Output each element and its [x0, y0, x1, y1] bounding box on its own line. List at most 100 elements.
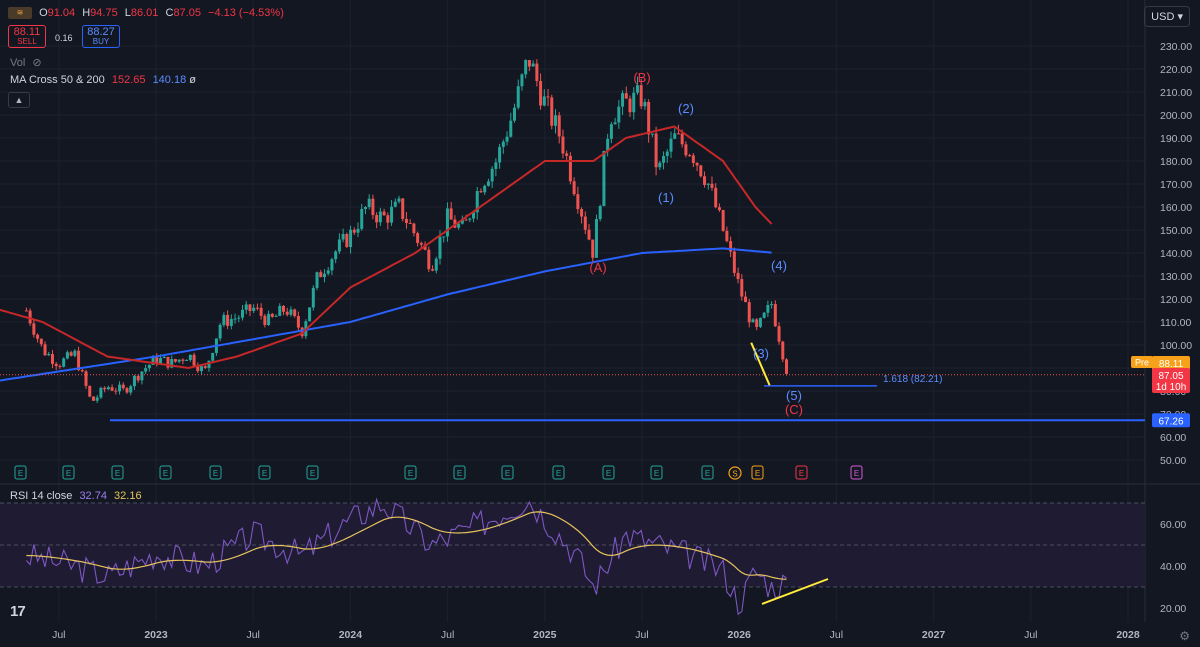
volume-label: Vol — [10, 57, 26, 69]
candle-body — [408, 222, 412, 224]
earnings-marker — [850, 465, 863, 480]
time-tick-label: 2028 — [1116, 629, 1140, 641]
candle-body — [173, 359, 177, 362]
close-label: C — [165, 7, 174, 19]
low-value: 86.01 — [130, 7, 159, 19]
candle-body — [88, 385, 92, 397]
candle-body — [457, 223, 461, 228]
earnings-marker — [258, 465, 271, 480]
current-price-tag-text: 1d 10h — [1156, 382, 1187, 393]
rsi-ma-value: 32.16 — [114, 490, 142, 502]
candle-body — [431, 269, 435, 271]
earnings-marker — [795, 465, 808, 480]
candle-body — [732, 251, 736, 273]
candle-body — [684, 144, 688, 156]
candle-body — [226, 314, 230, 326]
candle-body — [669, 138, 673, 152]
candle-body — [397, 198, 401, 202]
eye-hidden-icon[interactable]: ⊘ — [32, 57, 42, 69]
candle-body — [114, 390, 118, 392]
candle-body — [639, 85, 643, 107]
candle-body — [345, 233, 349, 248]
chevron-up-icon: ▲ — [14, 95, 24, 105]
collapse-legend-button[interactable]: ▲ — [8, 92, 30, 108]
dividend-marker — [728, 466, 742, 480]
candle-body — [267, 313, 271, 326]
ohlc-legend: ≋ O91.04 H94.75 L86.01 C87.05 −4.13 (−4.… — [8, 7, 284, 20]
pre-tag-label: Pre — [1135, 358, 1149, 368]
close-value: 87.05 — [173, 7, 201, 19]
time-tick-label: 2025 — [533, 629, 557, 641]
candle-body — [263, 315, 267, 326]
candle-body — [91, 396, 95, 401]
candle-body — [501, 141, 505, 147]
sell-button[interactable]: 88.11 SELL — [8, 25, 46, 48]
volume-legend[interactable]: Vol ⊘ — [10, 56, 42, 69]
wave-label: (4) — [771, 258, 787, 273]
candle-body — [393, 201, 397, 207]
candle-body — [688, 155, 692, 157]
candle-body — [252, 307, 256, 311]
candle-body — [248, 304, 252, 311]
earnings-marker — [453, 465, 466, 480]
buy-button[interactable]: 88.27 BUY — [82, 25, 120, 48]
time-tick-label: 2023 — [144, 629, 168, 641]
support-price-tag-bg — [1152, 413, 1190, 428]
symbol-logo-icon: ≋ — [8, 7, 32, 20]
earnings-marker-label: E — [115, 469, 120, 478]
candle-body — [200, 366, 204, 372]
earnings-marker-label: E — [457, 469, 462, 478]
candle-body — [136, 375, 140, 381]
candle-body — [371, 198, 375, 216]
candle-body — [36, 334, 40, 339]
gear-icon[interactable]: ⚙ — [1179, 629, 1190, 643]
earnings-marker-label: E — [799, 469, 804, 478]
time-tick-label: Jul — [246, 629, 259, 641]
candle-body — [691, 155, 695, 163]
tradingview-logo[interactable]: 17 — [10, 603, 26, 620]
ma-cross-legend[interactable]: MA Cross 50 & 200 152.65 140.18 ø — [10, 74, 196, 86]
currency-selector[interactable]: USD ▾ — [1144, 6, 1190, 27]
candle-body — [28, 310, 32, 324]
currency-label: USD — [1151, 11, 1175, 23]
candle-body — [442, 236, 446, 238]
wave-label: (C) — [785, 402, 803, 417]
wave-label: (3) — [753, 346, 769, 361]
time-tick-label: Jul — [1024, 629, 1037, 641]
candle-body — [561, 136, 565, 154]
candle-body — [736, 272, 740, 280]
earnings-marker — [602, 465, 615, 480]
candle-body — [349, 229, 353, 248]
earnings-marker — [751, 465, 764, 480]
time-tick-label: 2024 — [339, 629, 363, 641]
candle-body — [602, 150, 606, 207]
price-tick-label: 180.00 — [1160, 156, 1192, 168]
candle-body — [729, 241, 733, 252]
candle-body — [744, 296, 748, 303]
support-price-tag-text: 67.26 — [1158, 416, 1183, 427]
rsi-tick-label: 60.00 — [1160, 519, 1186, 531]
candle-body — [270, 313, 274, 317]
candle-body — [434, 258, 438, 271]
candle-body — [196, 365, 200, 372]
candle-body — [479, 191, 483, 193]
candle-body — [520, 74, 524, 87]
earnings-marker-label: E — [705, 469, 710, 478]
candle-body — [390, 206, 394, 223]
candle-body — [539, 81, 543, 106]
wave-label: (5) — [786, 388, 802, 403]
candle-body — [319, 272, 323, 278]
earnings-marker-label: E — [262, 469, 267, 478]
rsi-legend[interactable]: RSI 14 close 32.74 32.16 — [10, 490, 142, 502]
candle-body — [121, 384, 125, 389]
candle-body — [613, 122, 617, 125]
price-tick-label: 120.00 — [1160, 294, 1192, 306]
ma200-value: 140.18 — [152, 74, 187, 86]
rsi-divergence-line — [761, 578, 829, 605]
earnings-marker — [650, 465, 663, 480]
current-price-tag-text: 87.05 — [1158, 371, 1183, 382]
earnings-marker — [552, 465, 565, 480]
candle-body — [624, 93, 628, 99]
current-price-tag-bg — [1152, 368, 1190, 393]
